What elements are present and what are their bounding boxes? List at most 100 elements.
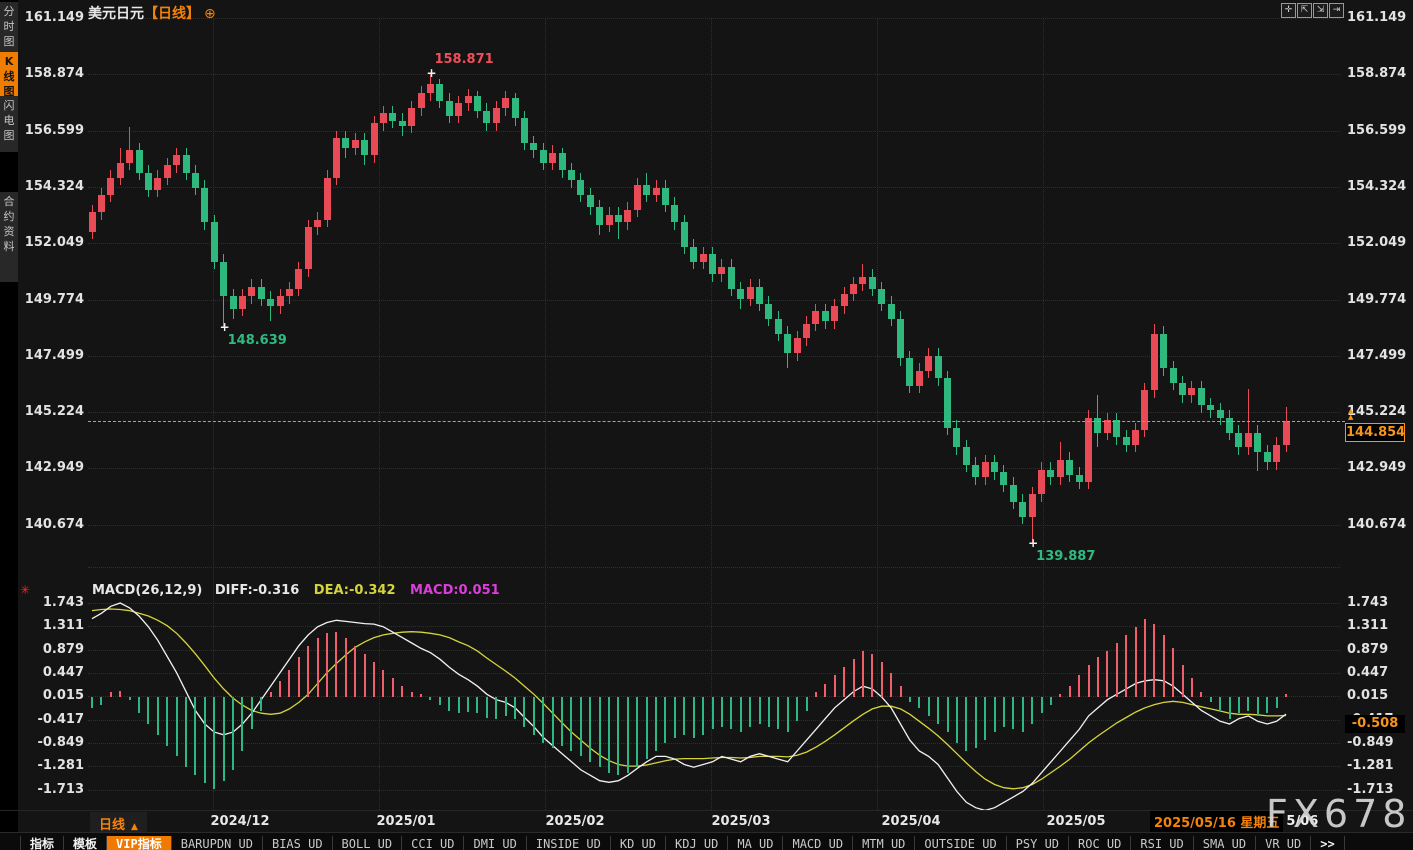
macd-histogram-bar <box>730 697 733 730</box>
current-price-line <box>88 421 1345 423</box>
macd-axis-label-right: 0.015 <box>1347 688 1389 704</box>
candle <box>389 113 397 121</box>
current-price-badge[interactable]: 144.854 <box>1345 423 1406 443</box>
macd-histogram-bar <box>269 691 272 697</box>
candle <box>502 98 510 109</box>
macd-histogram-bar <box>927 697 930 716</box>
footer-tab[interactable]: DMI_UD <box>464 836 527 850</box>
candle <box>135 150 143 173</box>
candle <box>727 266 735 289</box>
macd-histogram-bar <box>880 661 883 697</box>
macd-histogram-bar <box>805 697 808 711</box>
sidebar-item-char: 料 <box>3 240 15 253</box>
price-extreme-annotation: 139.887 <box>1036 549 1096 565</box>
candle <box>267 298 275 307</box>
pan-tool-icon[interactable]: ✛ <box>1281 3 1296 18</box>
sidebar-item-4[interactable]: 合约资料 <box>0 192 18 282</box>
sidebar-item-1[interactable]: 分时图 <box>0 2 18 52</box>
current-price-arrow-icon: ▲ ▲ <box>1348 407 1354 422</box>
sidebar-item-char: 资 <box>3 225 15 238</box>
add-compare-icon[interactable]: ⊕ <box>204 6 216 22</box>
candle <box>934 355 942 379</box>
price-gridline <box>88 243 1340 245</box>
macd-axis-label-right: -1.713 <box>1347 781 1394 797</box>
macd-settings-icon[interactable]: ✳ <box>20 583 31 597</box>
footer-tab[interactable]: CCI_UD <box>402 836 465 850</box>
macd-histogram-bar <box>354 645 357 697</box>
candle <box>285 288 293 297</box>
candle <box>342 138 350 148</box>
macd-histogram-bar <box>307 645 310 697</box>
macd-gridline <box>88 696 1340 698</box>
candle <box>915 370 923 386</box>
footer-tab[interactable]: INSIDE_UD <box>527 836 611 850</box>
footer-tab[interactable]: 模板 <box>64 836 108 850</box>
footer-tab[interactable]: PSY_UD <box>1007 836 1070 850</box>
month-label: 2024/12 <box>210 814 270 829</box>
macd-histogram-bar <box>391 678 394 697</box>
extreme-marker-cross: + <box>426 66 437 81</box>
footer-tab[interactable]: OUTSIDE_UD <box>915 836 1007 850</box>
macd-histogram-bar <box>504 697 507 716</box>
candle <box>605 214 613 225</box>
footer-tab[interactable]: VR_UD <box>1256 836 1312 850</box>
candle <box>1169 368 1177 384</box>
footer-tab[interactable]: ROC_UD <box>1069 836 1132 850</box>
price-axis-label-left: 152.049 <box>24 235 84 251</box>
macd-histogram-bar <box>485 697 488 718</box>
cursor-date: 2025/05/16 星期五 <box>1150 810 1284 832</box>
macd-histogram-bar <box>156 697 159 735</box>
footer-tab[interactable]: MA_UD <box>728 836 784 850</box>
footer-tab[interactable]: BIAS_UD <box>263 836 333 850</box>
reset-scale-icon[interactable]: ⇥ <box>1329 3 1344 18</box>
macd-histogram-bar <box>335 632 338 697</box>
candle <box>398 120 406 126</box>
macd-histogram-bar <box>890 672 893 697</box>
macd-histogram-bar <box>1134 626 1137 697</box>
macd-histogram-bar <box>683 697 686 735</box>
footer-tab[interactable]: MACD_UD <box>783 836 854 850</box>
macd-histogram-bar <box>1237 697 1240 714</box>
candle <box>558 152 566 171</box>
footer-tab[interactable]: KD_UD <box>611 836 666 850</box>
macd-histogram-bar <box>194 697 197 776</box>
footer-tab[interactable]: >> <box>1311 836 1345 850</box>
price-axis-label-left: 158.874 <box>24 66 84 82</box>
candle <box>163 165 171 178</box>
candle <box>201 187 209 223</box>
footer-tab[interactable]: VIP指标 <box>107 836 172 850</box>
candle <box>887 303 895 319</box>
price-extreme-annotation: 148.639 <box>227 332 287 348</box>
macd-axis-label-right: 1.311 <box>1347 618 1389 634</box>
candle <box>126 150 134 163</box>
macd-axis-label-right: 0.879 <box>1347 641 1389 657</box>
footer-tab[interactable]: BOLL_UD <box>333 836 403 850</box>
sidebar-item-3[interactable]: 闪电图 <box>0 96 18 152</box>
month-label: 2025/01 <box>376 814 436 829</box>
footer-tab[interactable]: BARUPDN_UD <box>172 836 263 850</box>
candle <box>944 378 952 428</box>
footer-tab[interactable]: RSI_UD <box>1131 836 1194 850</box>
candle <box>868 276 876 289</box>
macd-histogram-bar <box>984 697 987 741</box>
footer-tab[interactable]: MTM_UD <box>853 836 916 850</box>
month-label: 2025/04 <box>881 814 941 829</box>
candle <box>173 155 181 166</box>
macd-histogram-bar <box>514 697 517 719</box>
macd-histogram-bar <box>279 680 282 697</box>
macd-axis-label-left: -1.713 <box>37 781 84 797</box>
y-axis-scale-icon[interactable]: ⇱ <box>1297 3 1312 18</box>
macd-diff-value: DIFF:-0.316 <box>214 583 300 598</box>
footer-tab[interactable]: SMA_UD <box>1194 836 1257 850</box>
x-axis-scale-icon[interactable]: ⇲ <box>1313 3 1328 18</box>
footer-tab[interactable]: 指标 <box>20 836 65 850</box>
footer-tab[interactable]: KDJ_UD <box>666 836 729 850</box>
period-selector[interactable]: 日线 ▲ <box>90 812 147 835</box>
candle <box>774 318 782 334</box>
macd-histogram-bar <box>532 697 535 735</box>
macd-histogram-bar <box>692 697 695 738</box>
macd-histogram-bar <box>1087 664 1090 697</box>
candle <box>530 142 538 151</box>
